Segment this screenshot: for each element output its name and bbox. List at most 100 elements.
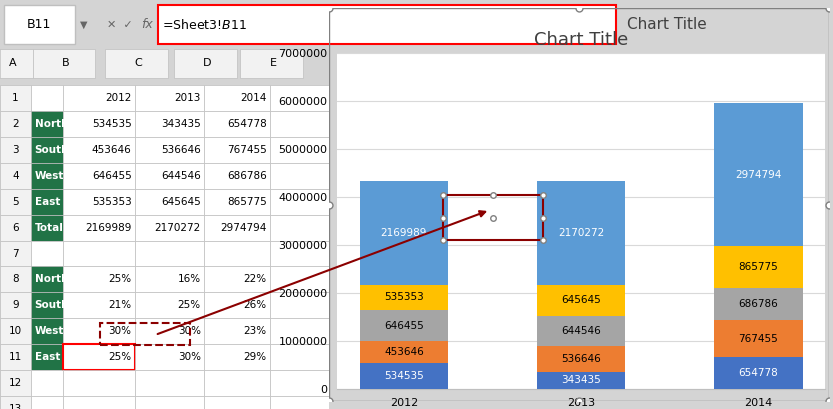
Text: 2169989: 2169989	[381, 227, 427, 238]
Text: =Sheet3!$B$11: =Sheet3!$B$11	[162, 18, 247, 31]
Bar	[204, 111, 270, 137]
Bar	[174, 49, 237, 78]
Bar	[204, 370, 270, 396]
Bar	[62, 111, 135, 137]
Bar	[536, 346, 626, 372]
Text: 654778: 654778	[227, 119, 267, 129]
Bar	[62, 85, 135, 111]
Bar	[62, 215, 135, 240]
Text: 644546: 644546	[561, 326, 601, 336]
Text: 9: 9	[12, 300, 19, 310]
Text: 25%: 25%	[177, 300, 201, 310]
Text: 645645: 645645	[561, 295, 601, 305]
Text: 30%: 30%	[108, 326, 132, 336]
Bar	[62, 240, 135, 267]
Text: 2170272: 2170272	[154, 222, 201, 233]
Text: 2014: 2014	[240, 93, 267, 103]
Text: fx: fx	[142, 18, 153, 31]
Bar	[360, 363, 448, 389]
Bar	[62, 189, 135, 215]
Text: 30%: 30%	[177, 352, 201, 362]
Text: 25%: 25%	[108, 274, 132, 284]
Bar	[270, 85, 329, 111]
Bar	[204, 240, 270, 267]
Text: 686786: 686786	[227, 171, 267, 181]
Text: West: West	[34, 171, 64, 181]
Bar	[0, 344, 32, 370]
Bar	[62, 137, 135, 163]
Bar	[32, 267, 62, 292]
Text: 4: 4	[12, 171, 19, 181]
Bar	[204, 318, 270, 344]
Bar	[0, 370, 32, 396]
Bar	[135, 370, 204, 396]
Bar	[536, 285, 626, 315]
Text: 865775: 865775	[227, 197, 267, 207]
Text: 2013: 2013	[174, 93, 201, 103]
Bar	[0, 189, 32, 215]
Text: 25%: 25%	[108, 352, 132, 362]
Text: 2974794: 2974794	[735, 170, 781, 180]
Text: South: South	[34, 300, 69, 310]
Bar	[135, 240, 204, 267]
Bar	[536, 372, 626, 389]
Bar	[135, 396, 204, 409]
Text: C: C	[134, 58, 142, 68]
Bar	[135, 344, 204, 370]
Title: Chart Title: Chart Title	[534, 31, 628, 49]
Bar	[0, 137, 32, 163]
Text: 29%: 29%	[243, 352, 267, 362]
Bar	[204, 189, 270, 215]
Bar	[0, 111, 32, 137]
Text: 536646: 536646	[161, 145, 201, 155]
Bar	[32, 163, 62, 189]
Bar	[32, 240, 62, 267]
Bar	[62, 318, 135, 344]
Text: West: West	[34, 326, 64, 336]
Bar	[135, 189, 204, 215]
Bar	[32, 215, 62, 240]
Bar	[714, 246, 802, 288]
Text: South: South	[34, 145, 69, 155]
Text: 865775: 865775	[738, 262, 778, 272]
Text: 646455: 646455	[92, 171, 132, 181]
Bar	[62, 267, 135, 292]
Text: 2170272: 2170272	[558, 227, 604, 238]
Bar	[32, 396, 62, 409]
Bar	[32, 85, 62, 111]
Text: 16%: 16%	[177, 274, 201, 284]
Bar	[0, 85, 32, 111]
Bar	[443, 195, 543, 240]
Text: East: East	[34, 352, 60, 362]
Text: 2012: 2012	[105, 93, 132, 103]
Bar	[270, 111, 329, 137]
Bar	[204, 85, 270, 111]
Bar	[270, 137, 329, 163]
Text: 534535: 534535	[384, 371, 424, 381]
Bar	[32, 370, 62, 396]
Text: 645645: 645645	[161, 197, 201, 207]
Bar	[32, 111, 62, 137]
Bar	[270, 370, 329, 396]
Bar	[0, 240, 32, 267]
Bar	[100, 323, 190, 345]
Bar	[204, 396, 270, 409]
Bar	[0, 267, 32, 292]
Text: A: A	[9, 58, 17, 68]
Bar	[32, 344, 62, 370]
Text: 7: 7	[12, 249, 19, 258]
Text: 21%: 21%	[108, 300, 132, 310]
Text: D: D	[203, 58, 212, 68]
Text: 686786: 686786	[738, 299, 778, 309]
Bar	[62, 370, 135, 396]
Bar	[714, 320, 802, 357]
FancyBboxPatch shape	[4, 5, 75, 44]
Text: 535353: 535353	[384, 292, 424, 302]
Text: North: North	[34, 274, 68, 284]
Text: 22%: 22%	[243, 274, 267, 284]
Bar	[204, 344, 270, 370]
Bar	[360, 181, 448, 285]
Text: 2974794: 2974794	[220, 222, 267, 233]
Text: Total: Total	[34, 222, 63, 233]
Text: 453646: 453646	[384, 347, 424, 357]
